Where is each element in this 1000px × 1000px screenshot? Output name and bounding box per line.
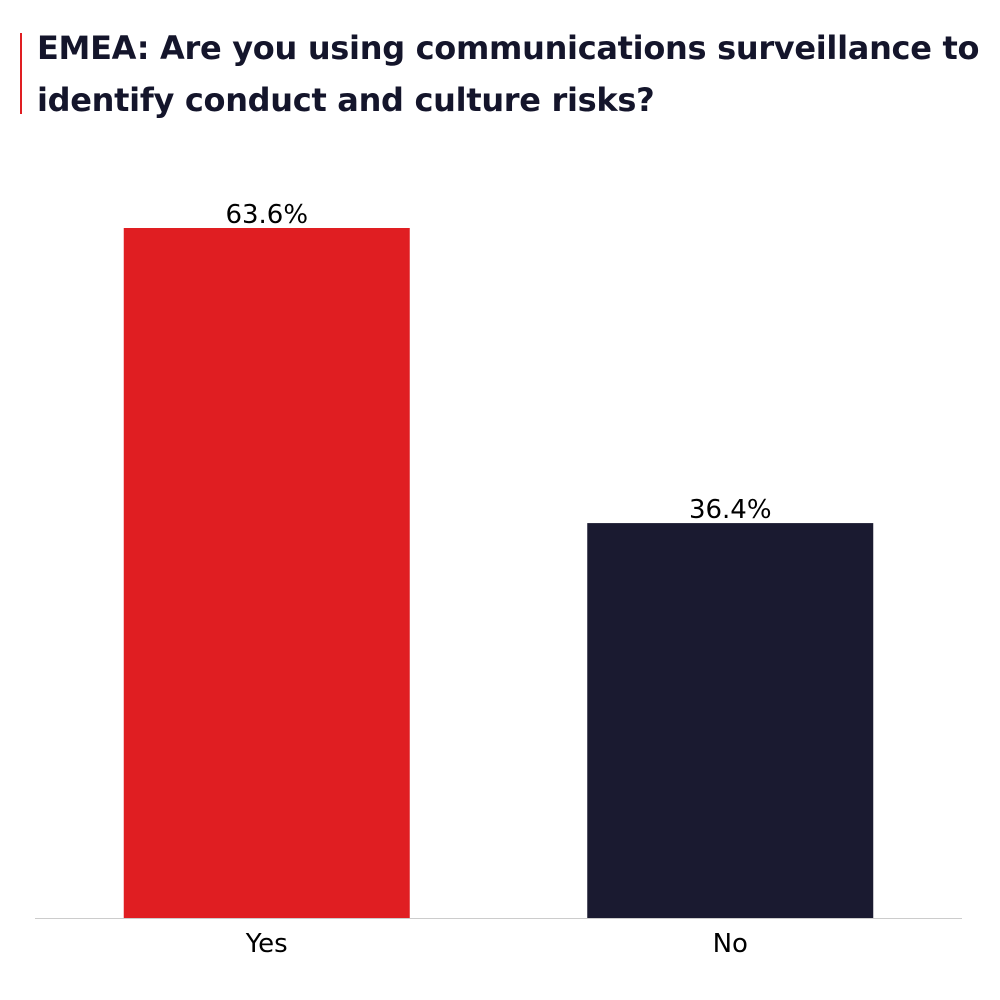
x-tick-label-no: No xyxy=(713,929,748,959)
value-label-yes: 63.6% xyxy=(225,200,308,230)
x-tick-label-yes: Yes xyxy=(245,929,288,959)
value-labels-group: 63.6% 36.4% xyxy=(225,200,771,525)
chart-title: EMEA: Are you using communications surve… xyxy=(37,29,980,119)
bar-no xyxy=(587,523,874,918)
title-accent-bar xyxy=(20,33,22,114)
x-tick-labels-group: Yes No xyxy=(245,929,748,959)
bars-group xyxy=(123,228,874,918)
bar-yes xyxy=(123,228,410,918)
value-label-no: 36.4% xyxy=(689,495,772,525)
